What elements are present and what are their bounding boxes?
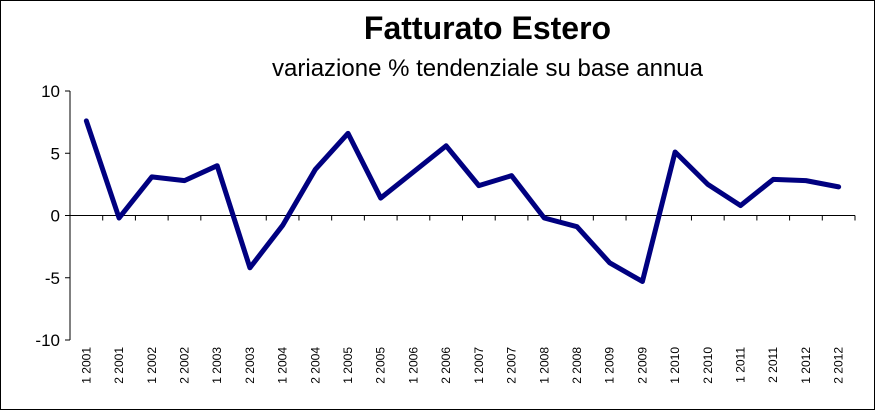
y-tick-label: 5 bbox=[51, 144, 60, 163]
x-tick-label: 1 2011 bbox=[734, 347, 748, 383]
x-tick-label: 2 2003 bbox=[243, 347, 257, 384]
x-tick-label: 1 2007 bbox=[472, 347, 486, 384]
x-tick-label: 1 2006 bbox=[406, 347, 420, 384]
x-tick-label: 2 2008 bbox=[570, 347, 584, 384]
y-tick-label: -10 bbox=[35, 331, 60, 350]
series-line bbox=[83, 118, 842, 284]
x-tick-label: 1 2005 bbox=[341, 347, 355, 384]
chart-series bbox=[83, 118, 842, 284]
chart-subtitle: variazione % tendenziale su base annua bbox=[272, 55, 703, 82]
x-tick-label: 2 2010 bbox=[701, 347, 715, 384]
x-axis-tick-labels: 1 2001 2 2001 1 2002 2 2002 1 2003 2 2003 1 20… bbox=[79, 347, 845, 384]
x-tick-label: 1 2002 bbox=[145, 347, 159, 384]
y-tick-label: 10 bbox=[41, 82, 60, 101]
chart-title: Fatturato Estero bbox=[363, 10, 612, 46]
x-tick-label: 2 2007 bbox=[505, 347, 519, 384]
x-tick-label: 2 2004 bbox=[308, 347, 322, 384]
x-tick-label: 2 2006 bbox=[439, 347, 453, 384]
x-tick-label: 2 2009 bbox=[635, 347, 649, 384]
x-tick-label: 1 2004 bbox=[276, 347, 290, 384]
x-tick-label: 2 2011 bbox=[766, 347, 780, 383]
chart-axes bbox=[65, 90, 856, 341]
x-tick-label: 1 2008 bbox=[537, 347, 551, 384]
x-tick-label: 2 2001 bbox=[112, 347, 126, 384]
x-tick-label: 1 2010 bbox=[668, 347, 682, 384]
x-tick-label: 1 2009 bbox=[603, 347, 617, 384]
x-tick-label: 1 2003 bbox=[210, 347, 224, 384]
y-axis-tick-labels: -10 -5 0 5 10 bbox=[35, 82, 60, 350]
y-tick-label: 0 bbox=[51, 207, 60, 226]
y-tick-label: -5 bbox=[45, 269, 60, 288]
x-tick-label: 2 2002 bbox=[177, 347, 191, 384]
x-tick-label: 2 2012 bbox=[832, 347, 846, 384]
x-tick-label: 1 2012 bbox=[799, 347, 813, 384]
x-tick-label: 2 2005 bbox=[374, 347, 388, 384]
x-tick-label: 1 2001 bbox=[79, 347, 93, 384]
